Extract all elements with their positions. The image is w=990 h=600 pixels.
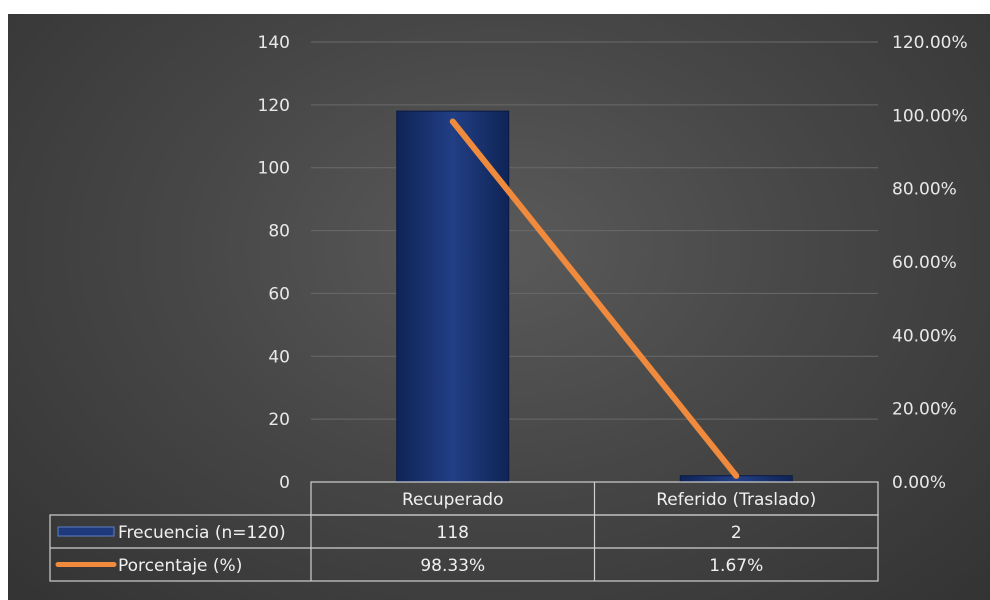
left-tick-label: 20 bbox=[268, 410, 290, 430]
table-cell: 1.67% bbox=[709, 556, 763, 576]
row-label: Porcentaje (%) bbox=[118, 556, 242, 576]
gridlines bbox=[311, 41, 878, 420]
right-tick-label: 0.00% bbox=[892, 473, 946, 493]
left-tick-label: 0 bbox=[279, 473, 290, 493]
row-label: Frecuencia (n=120) bbox=[118, 523, 286, 543]
category-label: Referido (Traslado) bbox=[656, 490, 816, 510]
table-cell: 98.33% bbox=[420, 556, 485, 576]
left-tick-label: 140 bbox=[258, 33, 290, 53]
left-tick-label: 120 bbox=[258, 96, 290, 116]
percentage-line bbox=[449, 118, 740, 479]
left-tick-label: 80 bbox=[268, 222, 290, 242]
left-axis: 0 20 40 60 80 100 120 140 bbox=[258, 33, 290, 493]
right-axis: 0.00% 20.00% 40.00% 60.00% 80.00% 100.00% 120.… bbox=[892, 33, 968, 493]
left-tick-label: 40 bbox=[268, 347, 290, 367]
right-tick-label: 20.00% bbox=[892, 400, 957, 420]
right-tick-label: 120.00% bbox=[892, 33, 968, 53]
combo-chart: 0 20 40 60 80 100 120 140 0.00% 20.00% 40.00% 60.0… bbox=[49, 33, 968, 582]
line-series bbox=[449, 118, 740, 479]
right-tick-label: 100.00% bbox=[892, 106, 968, 126]
left-tick-label: 60 bbox=[268, 284, 290, 304]
data-table: Recuperado Referido (Traslado) Frecuencia … bbox=[49, 481, 879, 582]
table-cell: 118 bbox=[437, 523, 469, 543]
right-tick-label: 80.00% bbox=[892, 180, 957, 200]
left-tick-label: 100 bbox=[258, 159, 290, 179]
right-tick-label: 60.00% bbox=[892, 253, 957, 273]
category-label: Recuperado bbox=[402, 490, 503, 510]
line-point bbox=[735, 474, 738, 477]
right-tick-label: 40.00% bbox=[892, 326, 957, 346]
line-point bbox=[451, 120, 454, 123]
legend-key-bar bbox=[57, 526, 115, 537]
table-cell: 2 bbox=[731, 523, 742, 543]
chart-area: 0 20 40 60 80 100 120 140 0.00% 20.00% 40.00% 60.0… bbox=[8, 14, 990, 600]
